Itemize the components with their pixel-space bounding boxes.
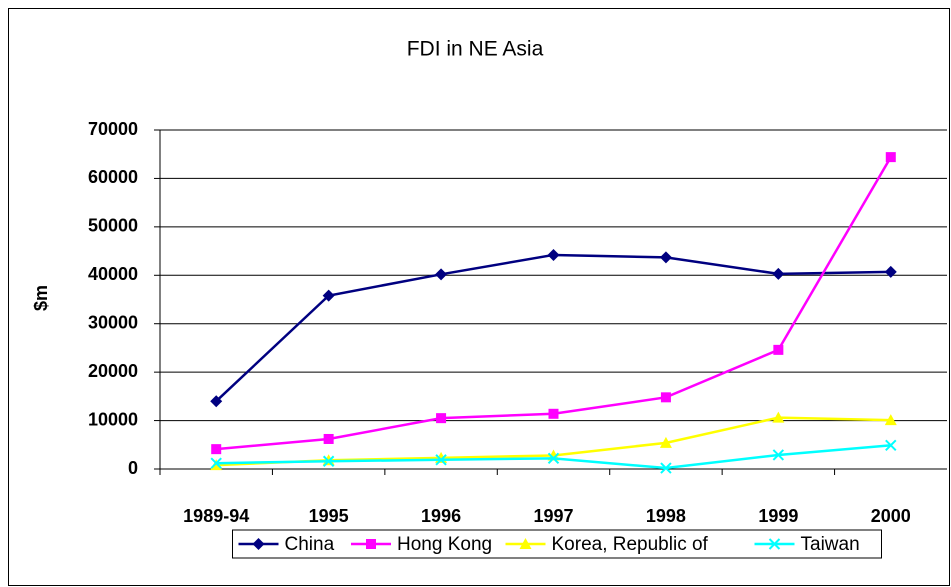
marker bbox=[210, 457, 222, 469]
marker bbox=[884, 414, 897, 426]
x-tick-label: 1996 bbox=[421, 506, 461, 526]
y-tick-label: 10000 bbox=[88, 409, 138, 429]
x-tick-label: 1989-94 bbox=[183, 506, 249, 526]
marker bbox=[548, 408, 559, 419]
y-tick-label: 40000 bbox=[88, 264, 138, 284]
y-tick-label: 70000 bbox=[88, 119, 138, 139]
marker bbox=[436, 413, 447, 424]
marker bbox=[772, 411, 785, 423]
legend-label: Taiwan bbox=[801, 534, 860, 555]
marker bbox=[435, 454, 447, 466]
marker bbox=[768, 538, 781, 550]
chart-frame bbox=[8, 8, 950, 586]
marker bbox=[211, 444, 222, 455]
marker bbox=[323, 433, 334, 444]
x-tick-label: 1998 bbox=[646, 506, 686, 526]
marker bbox=[885, 439, 897, 451]
x-tick-label: 1995 bbox=[309, 506, 349, 526]
y-axis-label: $m bbox=[31, 285, 51, 311]
marker bbox=[659, 251, 672, 264]
marker bbox=[885, 152, 896, 163]
y-tick-label: 0 bbox=[128, 458, 138, 478]
x-tick-label: 2000 bbox=[871, 506, 911, 526]
legend-label: Korea, Republic of bbox=[552, 534, 709, 555]
y-tick-label: 50000 bbox=[88, 216, 138, 236]
marker bbox=[660, 462, 672, 474]
y-tick-label: 60000 bbox=[88, 167, 138, 187]
legend-label: Hong Kong bbox=[397, 534, 492, 555]
marker bbox=[322, 289, 335, 302]
y-tick-label: 30000 bbox=[88, 312, 138, 332]
legend: China Hong Kong Korea, Republic of Taiwan bbox=[232, 529, 882, 559]
y-tick-label: 20000 bbox=[88, 361, 138, 381]
marker bbox=[660, 392, 671, 403]
legend-label: China bbox=[285, 534, 335, 555]
marker bbox=[210, 395, 223, 408]
marker bbox=[884, 265, 897, 278]
marker bbox=[435, 268, 448, 281]
marker bbox=[252, 538, 265, 550]
x-tick-label: 1999 bbox=[758, 506, 798, 526]
marker bbox=[547, 452, 560, 465]
x-tick-label: 1997 bbox=[533, 506, 573, 526]
chart-title: FDI in NE Asia bbox=[407, 38, 544, 61]
marker bbox=[773, 344, 784, 355]
marker bbox=[366, 539, 376, 549]
marker bbox=[519, 538, 532, 549]
marker bbox=[322, 455, 335, 467]
marker bbox=[659, 436, 672, 448]
marker bbox=[547, 248, 560, 261]
marker bbox=[772, 449, 785, 461]
marker bbox=[772, 267, 785, 280]
